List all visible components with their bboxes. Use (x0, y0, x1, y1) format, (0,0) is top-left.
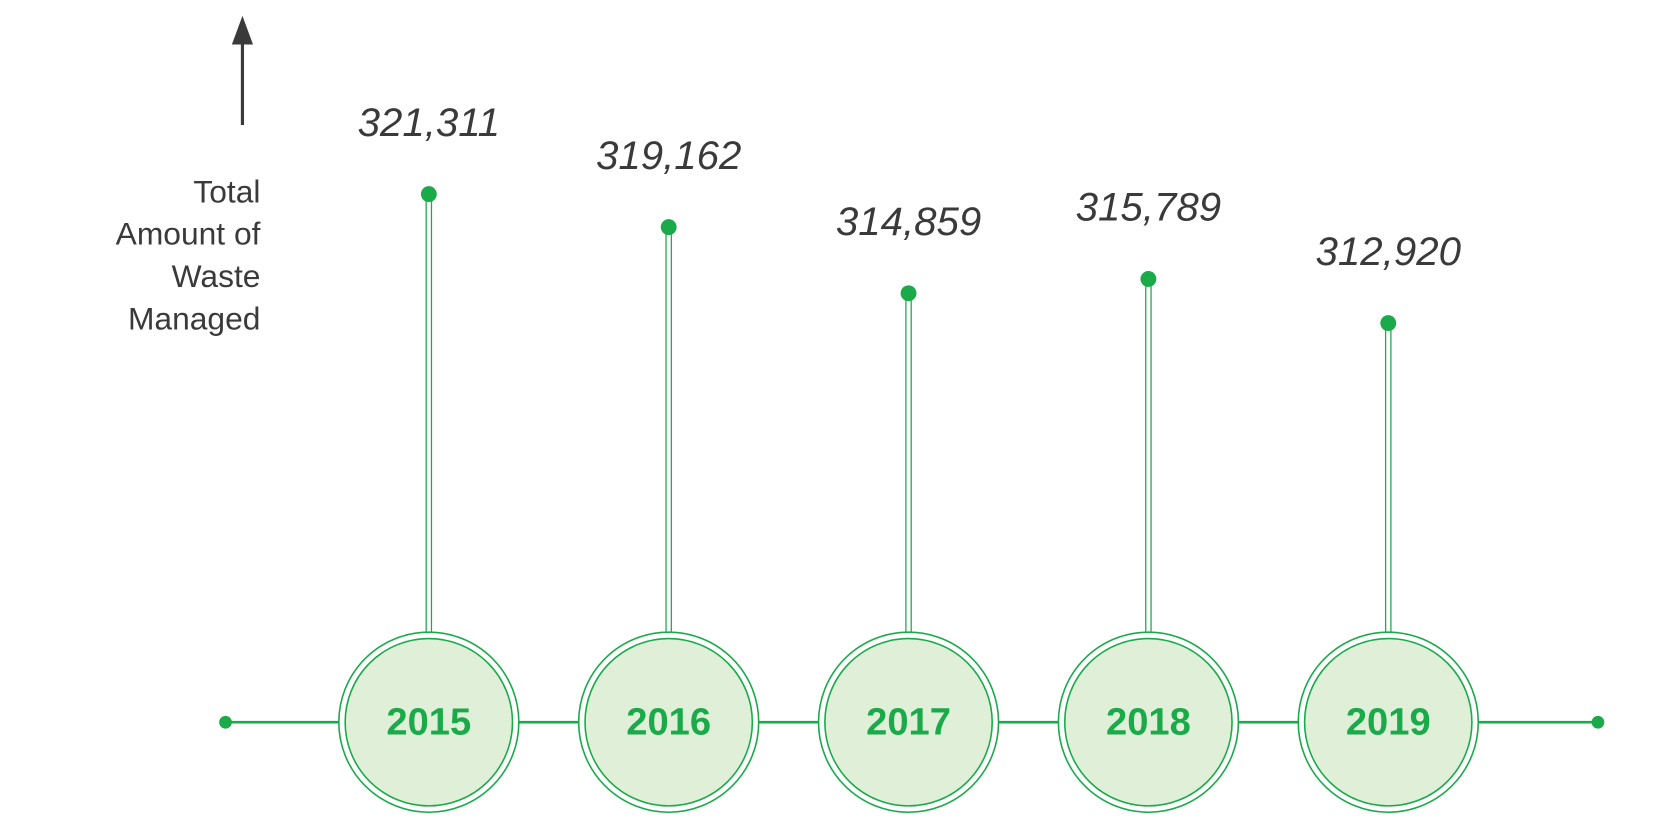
dot (420, 186, 437, 203)
year-circle-inner (344, 637, 514, 807)
value-label: 315,789 (1076, 185, 1221, 230)
dot (660, 219, 677, 236)
year-circle-inner (1063, 637, 1233, 807)
value-label: 321,311 (358, 100, 500, 145)
year-label: 2018 (1106, 700, 1191, 743)
axis-arrow-head (231, 15, 254, 45)
year-label: 2017 (866, 700, 951, 743)
dot (1380, 315, 1397, 332)
value-label: 319,162 (596, 133, 741, 178)
dot (1140, 271, 1157, 287)
year-label: 2015 (386, 700, 471, 743)
y-label-box: Total Amount of Waste Managed (115, 174, 261, 337)
value-label: 314,859 (836, 199, 981, 244)
value-label: 312,920 (1316, 229, 1462, 274)
year-circle-inner (824, 637, 993, 807)
year-circle-inner (584, 637, 754, 807)
year-circle-inner (1303, 637, 1473, 807)
timeline-end (219, 715, 232, 729)
y-axis-label: Total Amount of Waste Managed (115, 174, 261, 337)
year-label: 2016 (626, 700, 711, 743)
timeline-end (1591, 715, 1605, 729)
year-label: 2019 (1346, 700, 1431, 743)
dot (900, 285, 917, 302)
